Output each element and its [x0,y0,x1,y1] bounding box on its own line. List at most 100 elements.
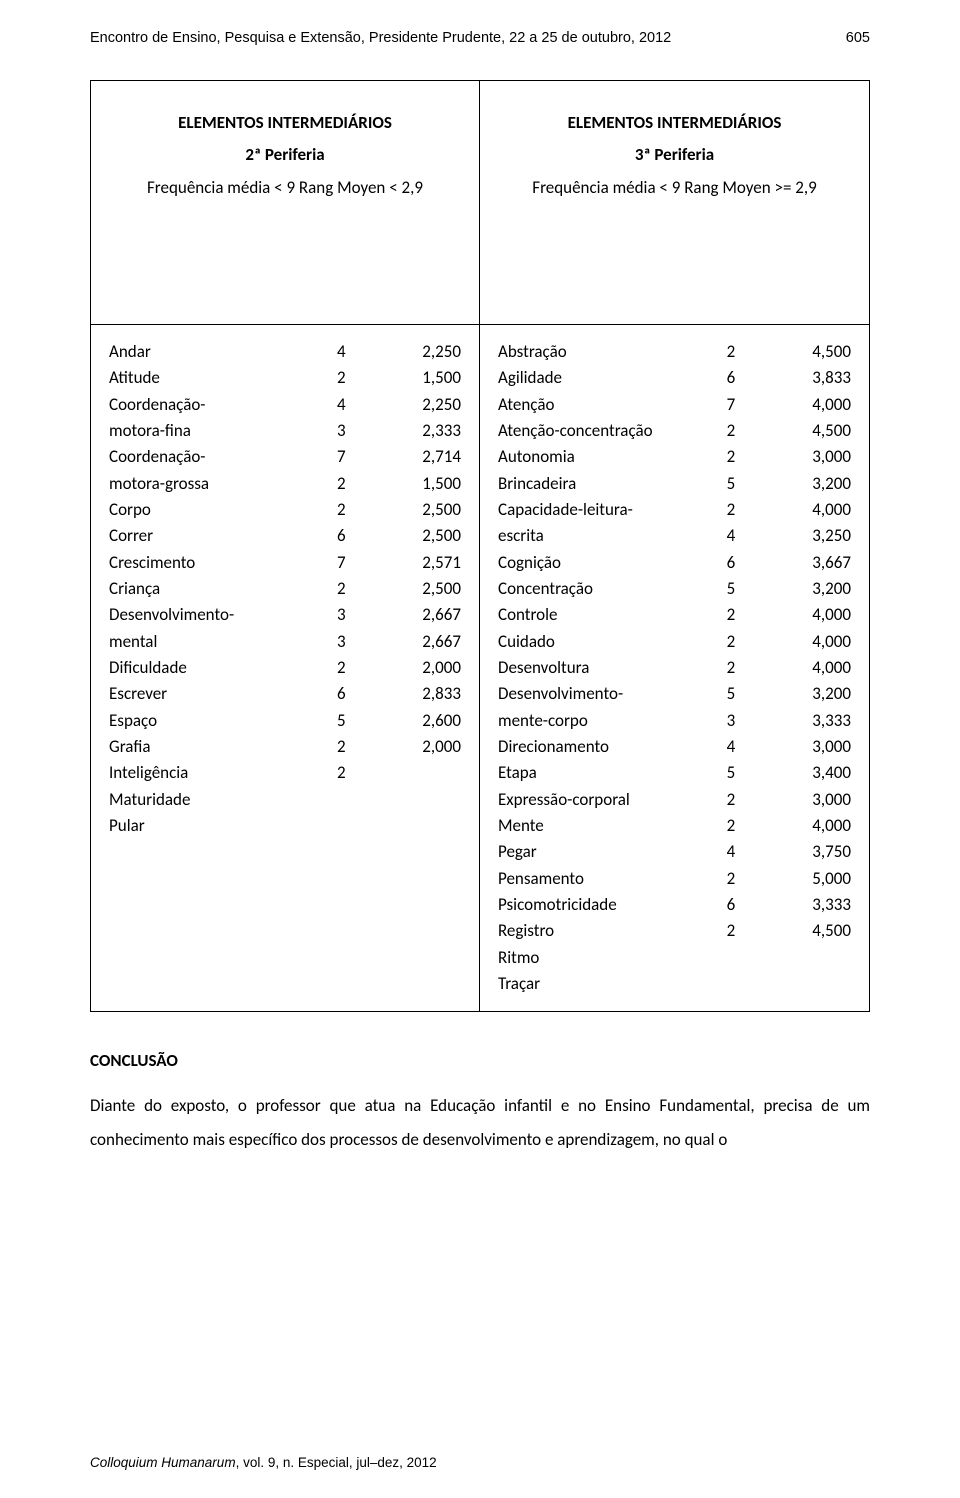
row-label: Atenção [498,392,703,418]
row-value: 2,667 [369,602,461,628]
table-row: Coordenação-42,250 [109,392,461,418]
row-count: 6 [703,365,759,391]
table-data-row: Andar42,250Atitude21,500Coordenação-42,2… [91,324,869,1012]
row-count: 6 [703,892,759,918]
table-row: Desenvolvimento-32,667 [109,602,461,628]
row-label: Pular [109,813,313,839]
row-value: 4,500 [759,339,851,365]
row-label: Correr [109,523,313,549]
row-count: 6 [313,681,369,707]
table-row: Coordenação-72,714 [109,444,461,470]
conclusion-body: Diante do exposto, o professor que atua … [90,1089,870,1157]
row-value: 2,571 [369,550,461,576]
table-row: Capacidade-leitura-24,000 [498,497,851,523]
row-count: 2 [703,444,759,470]
row-value: 3,333 [759,892,851,918]
row-label: Pensamento [498,866,703,892]
row-count: 2 [703,866,759,892]
row-count: 4 [703,839,759,865]
table-row: Dificuldade22,000 [109,655,461,681]
row-count: 2 [703,655,759,681]
table-row: Pegar43,750 [498,839,851,865]
table-row: Desenvoltura24,000 [498,655,851,681]
row-value: 5,000 [759,866,851,892]
row-value: 2,500 [369,497,461,523]
row-value: 4,000 [759,813,851,839]
row-count: 2 [313,471,369,497]
table-row: Andar42,250 [109,339,461,365]
table-row: Espaço52,600 [109,708,461,734]
row-count: 2 [703,813,759,839]
conclusion-heading: CONCLUSÃO [90,1050,870,1071]
row-value: 2,000 [369,734,461,760]
table-row: Agilidade63,833 [498,365,851,391]
row-count: 2 [313,760,369,786]
row-count: 3 [313,418,369,444]
row-count: 3 [313,602,369,628]
page-footer: Colloquium Humanarum, vol. 9, n. Especia… [90,1455,437,1470]
row-count: 4 [313,339,369,365]
table-row: motora-fina32,333 [109,418,461,444]
row-value: 2,500 [369,576,461,602]
row-value: 3,750 [759,839,851,865]
header-cell-right: ELEMENTOS INTERMEDIÁRIOS 3ª Periferia Fr… [480,81,869,324]
row-label: Pegar [498,839,703,865]
header-left-line1: ELEMENTOS INTERMEDIÁRIOS [109,107,461,139]
row-label: Grafia [109,734,313,760]
table-row: Psicomotricidade63,333 [498,892,851,918]
row-label: Criança [109,576,313,602]
row-count: 2 [703,339,759,365]
table-row: mente-corpo33,333 [498,708,851,734]
row-label: Capacidade-leitura- [498,497,703,523]
table-row: Escrever62,833 [109,681,461,707]
row-label: Registro [498,918,703,944]
table-row: Traçar [498,971,851,997]
table-row: Cognição63,667 [498,550,851,576]
row-label: Direcionamento [498,734,703,760]
row-count: 2 [313,497,369,523]
row-label: Inteligência [109,760,313,786]
row-count [313,787,369,813]
main-table: ELEMENTOS INTERMEDIÁRIOS 2ª Periferia Fr… [90,80,870,1012]
running-head-pagenum: 605 [846,30,870,46]
row-count: 2 [703,787,759,813]
row-label: mental [109,629,313,655]
table-row: Abstração24,500 [498,339,851,365]
table-row: Atenção-concentração24,500 [498,418,851,444]
row-label: Coordenação- [109,444,313,470]
row-count [703,971,759,997]
table-row: mental32,667 [109,629,461,655]
table-row: Atitude21,500 [109,365,461,391]
row-value: 2,714 [369,444,461,470]
row-label: Traçar [498,971,703,997]
row-value: 2,333 [369,418,461,444]
row-count: 2 [313,655,369,681]
row-label: Crescimento [109,550,313,576]
row-value: 2,600 [369,708,461,734]
header-right-line1: ELEMENTOS INTERMEDIÁRIOS [498,107,851,139]
row-count: 6 [703,550,759,576]
row-label: Cognição [498,550,703,576]
row-value [759,945,851,971]
table-row: Pular [109,813,461,839]
row-label: Atitude [109,365,313,391]
row-label: Desenvolvimento- [498,681,703,707]
row-label: Autonomia [498,444,703,470]
table-row: Expressão-corporal23,000 [498,787,851,813]
table-row: motora-grossa21,500 [109,471,461,497]
row-label: Psicomotricidade [498,892,703,918]
row-value [369,787,461,813]
row-label: Controle [498,602,703,628]
row-value: 3,200 [759,681,851,707]
table-row: Etapa53,400 [498,760,851,786]
row-value: 2,833 [369,681,461,707]
table-row: Cuidado24,000 [498,629,851,655]
row-count: 2 [703,418,759,444]
page: Encontro de Ensino, Pesquisa e Extensão,… [0,0,960,1498]
row-count: 4 [703,523,759,549]
row-count: 2 [313,576,369,602]
row-value: 3,250 [759,523,851,549]
row-label: Mente [498,813,703,839]
row-value: 3,000 [759,787,851,813]
row-label: Abstração [498,339,703,365]
